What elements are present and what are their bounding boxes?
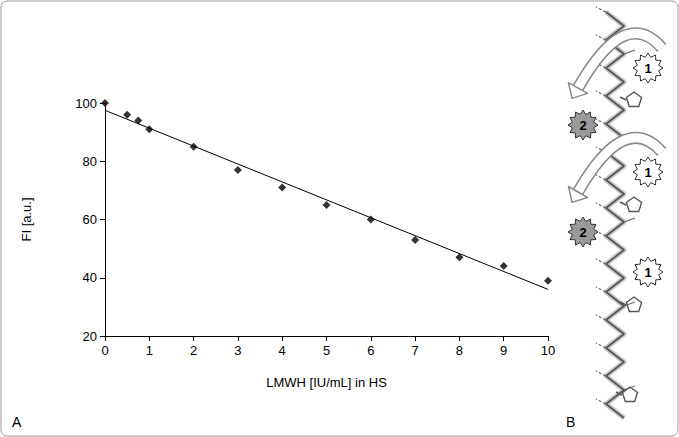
svg-text:2: 2	[579, 225, 586, 240]
svg-text:3: 3	[234, 343, 241, 358]
svg-text:8: 8	[456, 343, 463, 358]
svg-text:LMWH [IU/mL] in HS: LMWH [IU/mL] in HS	[266, 375, 387, 390]
svg-text:FI [a.u.]: FI [a.u.]	[19, 197, 34, 241]
svg-text:2: 2	[190, 343, 197, 358]
svg-text:4: 4	[279, 343, 286, 358]
svg-text:5: 5	[323, 343, 330, 358]
svg-text:9: 9	[500, 343, 507, 358]
svg-text:7: 7	[411, 343, 418, 358]
svg-text:1: 1	[644, 265, 651, 280]
svg-text:60: 60	[83, 212, 97, 227]
svg-text:B: B	[566, 414, 575, 430]
svg-text:80: 80	[83, 154, 97, 169]
svg-text:1: 1	[146, 343, 153, 358]
svg-text:1: 1	[644, 61, 651, 76]
svg-text:1: 1	[644, 165, 651, 180]
svg-text:A: A	[12, 414, 22, 430]
svg-text:10: 10	[541, 343, 555, 358]
svg-text:20: 20	[83, 329, 97, 344]
svg-text:6: 6	[367, 343, 374, 358]
svg-text:40: 40	[83, 270, 97, 285]
svg-text:100: 100	[75, 96, 97, 111]
svg-text:0: 0	[101, 343, 108, 358]
svg-text:2: 2	[579, 118, 586, 133]
